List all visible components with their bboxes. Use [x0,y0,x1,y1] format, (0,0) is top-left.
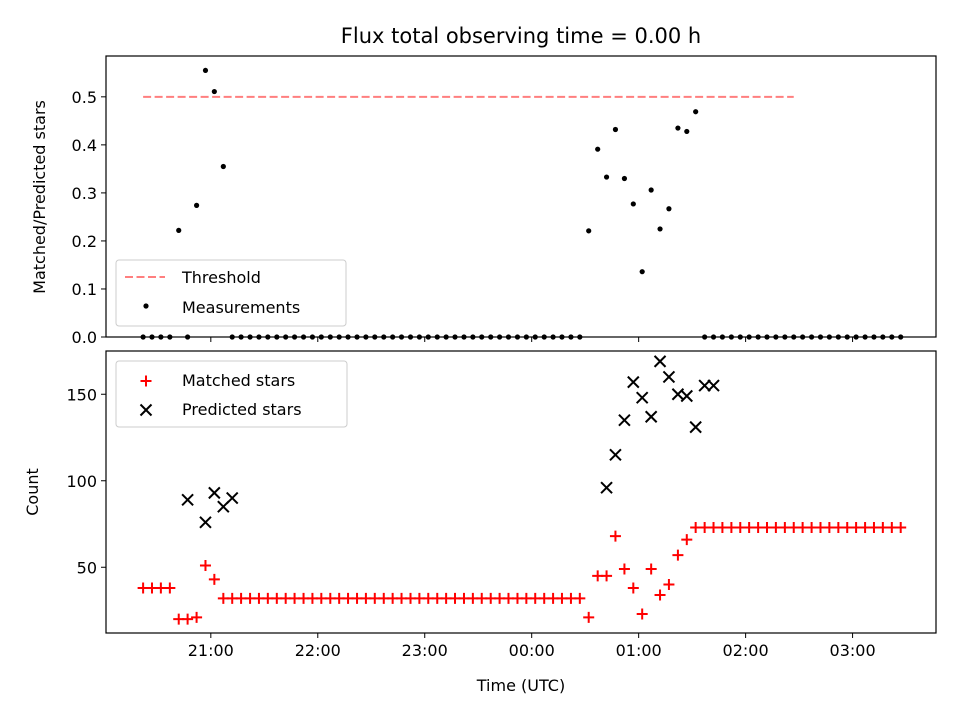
measurement-point [612,126,619,133]
matched-star-point [895,521,907,533]
legend-threshold-label: Threshold [181,268,261,287]
count-panel: 50 100 150 21:00 22:00 23:00 00:00 01:00 02:00 0… [23,350,937,695]
ratio-y-tick-label: 0.2 [72,232,97,251]
predicted-star-point [609,448,622,462]
matched-star-point [583,611,595,623]
count-y-axis: 50 100 150 [66,385,106,577]
legend-predicted-swatch [139,403,153,417]
count-legend-box [115,360,348,428]
predicted-star-point [627,375,640,389]
ratio-y-tick-label: 0.3 [72,184,97,203]
predicted-star-point [199,516,212,529]
predicted-star-point [689,420,702,434]
measurement-point [639,269,645,275]
count-panel-frame [105,350,937,634]
matched-star-point [199,560,211,572]
count-x-tick-label: 23:00 [402,641,448,660]
predicted-star-point [653,355,667,368]
predicted-star-point [600,481,613,494]
matched-star-point [601,570,613,582]
matched-star-point [663,579,675,591]
measurement-point [630,201,636,207]
measurement-point [648,187,654,193]
ratio-legend: Threshold Measurements [115,259,347,327]
legend-measurements-swatch [143,303,149,309]
measurement-point [595,146,601,152]
matched-star-point [681,534,693,546]
legend-measurements-label: Measurements [182,298,300,317]
measurement-point [193,202,200,208]
matched-star-point [574,592,586,604]
predicted-star-point [181,493,194,506]
measurement-point [621,175,628,182]
count-x-tick-label: 22:00 [295,641,341,660]
measurement-point [586,228,592,234]
matched-star-point [164,582,176,594]
predicted-star-point [635,391,649,404]
ratio-x-axis [210,337,854,342]
predicted-star-point [226,491,239,505]
predicted-star-point [618,413,631,427]
ratio-legend-box [115,259,347,327]
measurement-point [657,226,663,232]
measurement-point [603,174,610,180]
measurement-point [693,109,699,115]
count-x-tick-label: 01:00 [616,641,662,660]
ratio-y-axis-label: Matched/Predicted stars [30,100,49,294]
ratio-panel: 0.0 0.1 0.2 0.3 0.4 0.5 Matched/Predicted sta… [30,55,937,347]
count-plot-area [137,355,907,625]
count-x-tick-label: 21:00 [188,641,234,660]
count-x-axis: 21:00 22:00 23:00 00:00 01:00 02:00 03:00 [188,633,876,660]
ratio-y-tick-label: 0.0 [72,328,97,347]
predicted-star-point [680,389,693,403]
ratio-panel-frame [105,55,937,338]
predicted-star-point [644,410,658,423]
measurement-point [202,67,209,74]
measurement-point [666,206,672,212]
ratio-y-tick-label: 0.1 [72,280,97,299]
matched-star-point [618,563,630,575]
matched-star-point [182,613,194,625]
legend-matched-swatch [140,375,152,387]
measurement-point [211,88,217,95]
predicted-star-point [707,379,720,392]
legend-predicted-label: Predicted stars [182,400,302,419]
measurement-point [176,227,182,233]
ratio-y-tick-label: 0.5 [72,88,97,107]
measurement-point [675,125,681,131]
matched-star-point [672,549,684,561]
ratio-y-tick-label: 0.4 [72,136,97,155]
count-y-tick-label: 50 [77,558,97,577]
matched-star-point [191,611,203,623]
matched-star-point [645,563,657,575]
legend-matched-label: Matched stars [182,371,295,390]
matched-star-point [609,530,621,542]
predicted-star-point [662,370,676,384]
predicted-star-point [698,379,711,392]
matched-star-point [627,582,639,594]
count-y-axis-label: Count [23,468,42,516]
matched-star-point [208,573,220,585]
count-x-tick-label: 00:00 [509,641,555,660]
measurement-point [684,128,690,135]
ratio-y-axis: 0.0 0.1 0.2 0.3 0.4 0.5 [72,88,106,347]
count-x-tick-label: 02:00 [723,641,769,660]
predicted-star-point [208,486,221,500]
matched-star-point [654,589,666,601]
count-legend: Matched stars Predicted stars [115,360,348,428]
count-y-tick-label: 150 [66,385,97,404]
chart-title: Flux total observing time = 0.00 h [341,24,701,48]
measurement-point [220,163,226,170]
count-x-tick-label: 03:00 [830,641,876,660]
count-y-tick-label: 100 [66,472,97,491]
matched-star-point [636,608,648,620]
x-axis-label: Time (UTC) [476,676,565,695]
